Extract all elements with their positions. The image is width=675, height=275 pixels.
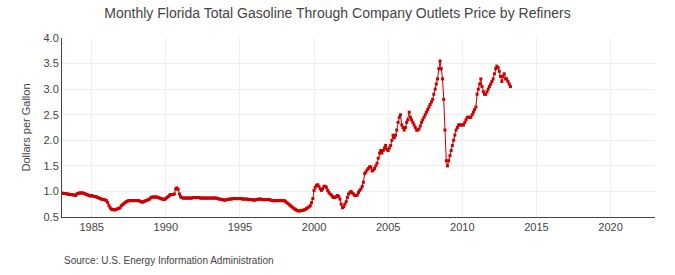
svg-text:2000: 2000: [302, 221, 326, 233]
svg-text:2010: 2010: [450, 221, 474, 233]
svg-text:1985: 1985: [79, 221, 103, 233]
svg-text:3.0: 3.0: [44, 83, 59, 95]
svg-text:2.5: 2.5: [44, 109, 59, 121]
svg-text:Monthly Florida Total Gasoline: Monthly Florida Total Gasoline Through C…: [104, 5, 570, 21]
svg-text:2015: 2015: [524, 221, 548, 233]
svg-text:1995: 1995: [228, 221, 252, 233]
svg-text:0.5: 0.5: [44, 211, 59, 223]
svg-text:2020: 2020: [598, 221, 622, 233]
svg-text:4.0: 4.0: [44, 32, 59, 44]
svg-text:1.5: 1.5: [44, 160, 59, 172]
svg-text:2005: 2005: [376, 221, 400, 233]
svg-text:1990: 1990: [154, 221, 178, 233]
svg-text:3.5: 3.5: [44, 57, 59, 69]
svg-text:Dollars per Gallon: Dollars per Gallon: [20, 83, 32, 171]
svg-text:2.0: 2.0: [44, 134, 59, 146]
svg-text:Source: U.S. Energy Informatio: Source: U.S. Energy Information Administ…: [64, 255, 274, 266]
svg-text:1.0: 1.0: [44, 185, 59, 197]
